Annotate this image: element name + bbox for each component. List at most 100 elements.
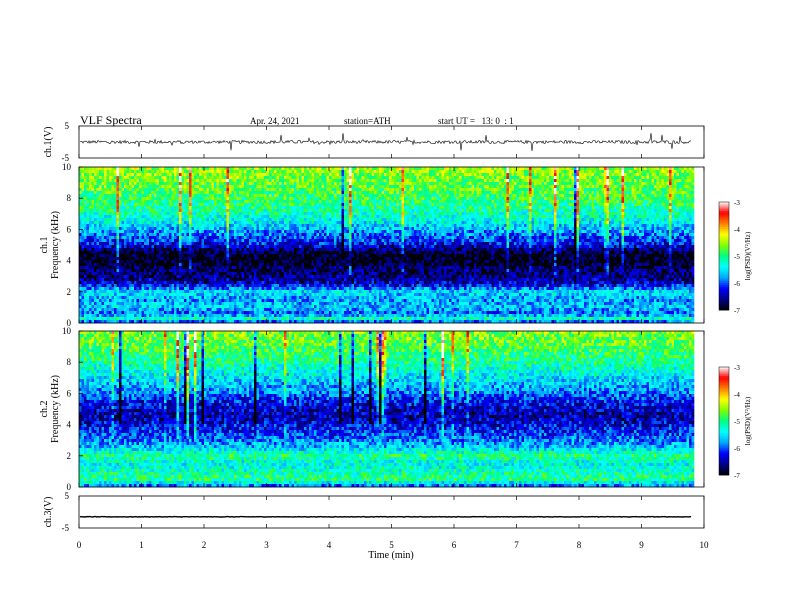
spectrogram-cell: [144, 299, 147, 303]
spectrogram-cell: [139, 275, 142, 279]
spectrogram-cell: [154, 194, 157, 198]
spectrogram-cell: [96, 218, 100, 222]
spectrogram-cell: [159, 212, 162, 216]
spectrogram-cell: [211, 320, 215, 324]
spectrogram-cell: [126, 167, 130, 171]
spectrogram-cell: [174, 302, 177, 306]
spectrogram-cell: [171, 296, 175, 300]
spectrogram-cell: [96, 299, 100, 303]
spectrogram-cell: [234, 224, 237, 228]
spectrogram-cell: [311, 266, 315, 270]
spectrogram-cell: [99, 221, 102, 225]
spectrogram-cell: [314, 224, 317, 228]
spectrogram-cell: [254, 236, 257, 240]
spectrogram-cell: [219, 296, 222, 300]
spectrogram-cell: [134, 287, 137, 291]
spectrogram-cell: [264, 230, 267, 234]
spectrogram-cell: [119, 302, 122, 306]
spectrogram-cell: [206, 311, 210, 315]
spectrogram-cell: [251, 248, 255, 252]
spectrogram-cell: [186, 167, 190, 171]
spectrogram-cell: [284, 284, 287, 288]
spectrogram-cell: [241, 218, 245, 222]
spectrogram-cell: [134, 272, 137, 276]
spectrogram-cell: [296, 212, 300, 216]
spectrogram-cell: [129, 305, 132, 309]
spectrogram-cell: [126, 209, 130, 213]
spectrogram-cell: [276, 233, 280, 237]
spectrogram-cell: [211, 221, 215, 225]
spectrogram-cell: [216, 206, 220, 210]
spectrogram-cell: [256, 314, 260, 318]
spectrogram-cell: [316, 230, 320, 234]
spectrogram-cell: [159, 290, 162, 294]
spectrogram-cell: [114, 272, 117, 276]
spectrogram-cell: [196, 200, 200, 204]
spectrogram-cell: [151, 275, 155, 279]
spectrogram-cell: [251, 299, 255, 303]
spectrogram-cell: [94, 230, 97, 234]
spectrogram-cell: [166, 245, 170, 249]
spectrogram-cell: [154, 230, 157, 234]
spectrogram-cell: [206, 167, 210, 171]
spectrogram-cell: [174, 275, 177, 279]
spectrogram-cell: [176, 218, 180, 222]
spectrogram-cell: [229, 281, 232, 285]
spectrogram-cell: [259, 254, 262, 258]
spectrogram-cell: [299, 260, 302, 264]
spectrogram-cell: [291, 212, 295, 216]
spectrogram-cell: [246, 230, 250, 234]
spectrogram-cell: [139, 245, 142, 249]
spectrogram-cell: [114, 245, 117, 249]
spectrogram-cell: [269, 245, 272, 249]
spectrogram-cell: [204, 170, 207, 174]
spectrogram-cell: [199, 188, 202, 192]
spectrogram-cell: [231, 254, 235, 258]
spectrogram-cell: [151, 239, 155, 243]
spectrogram-cell: [84, 260, 87, 264]
spectrogram-cell: [134, 218, 137, 222]
spectrogram-cell: [91, 290, 95, 294]
spectrogram-cell: [269, 182, 272, 186]
spectrogram-cell: [161, 167, 165, 171]
spectrogram-cell: [81, 278, 85, 282]
spectrogram-cell: [204, 179, 207, 183]
spectrogram-cell: [194, 287, 197, 291]
spectrogram-cell: [284, 269, 287, 273]
spectrogram-cell: [124, 290, 127, 294]
spectrogram-cell: [314, 194, 317, 198]
spectrogram-cell: [246, 263, 250, 267]
spectrogram-cell: [241, 263, 245, 267]
spectrogram-cell: [314, 314, 317, 318]
spectrogram-cell: [209, 248, 212, 252]
spectrogram-cell: [99, 272, 102, 276]
spectrogram-cell: [244, 170, 247, 174]
spectrogram-cell: [281, 320, 285, 324]
spectrogram-cell: [114, 311, 117, 315]
spectrogram-cell: [84, 212, 87, 216]
spectrogram-cell: [179, 245, 182, 249]
spectrogram-cell: [206, 254, 210, 258]
spectrogram-cell: [114, 266, 117, 270]
spectrogram-cell: [311, 191, 315, 195]
spectrogram-cell: [194, 254, 197, 258]
spectrogram-cell: [211, 254, 215, 258]
spectrogram-cell: [94, 260, 97, 264]
spectrogram-cell: [236, 185, 240, 189]
spectrogram-cell: [304, 167, 307, 171]
spectrogram-cell: [244, 296, 247, 300]
spectrogram-cell: [314, 269, 317, 273]
spectrogram-cell: [169, 167, 172, 171]
spectrogram-cell: [129, 257, 132, 261]
spectrogram-cell: [231, 269, 235, 273]
spectrogram-cell: [301, 311, 305, 315]
spectrogram-cell: [164, 299, 167, 303]
spectrogram-cell: [114, 233, 117, 237]
spectrogram-cell: [299, 191, 302, 195]
spectrogram-cell: [134, 188, 137, 192]
spectrogram-cell: [179, 257, 182, 261]
spectrogram-cell: [101, 197, 105, 201]
spectrogram-cell: [229, 227, 232, 231]
spectrogram-cell: [291, 320, 295, 324]
spectrogram-cell: [131, 209, 135, 213]
